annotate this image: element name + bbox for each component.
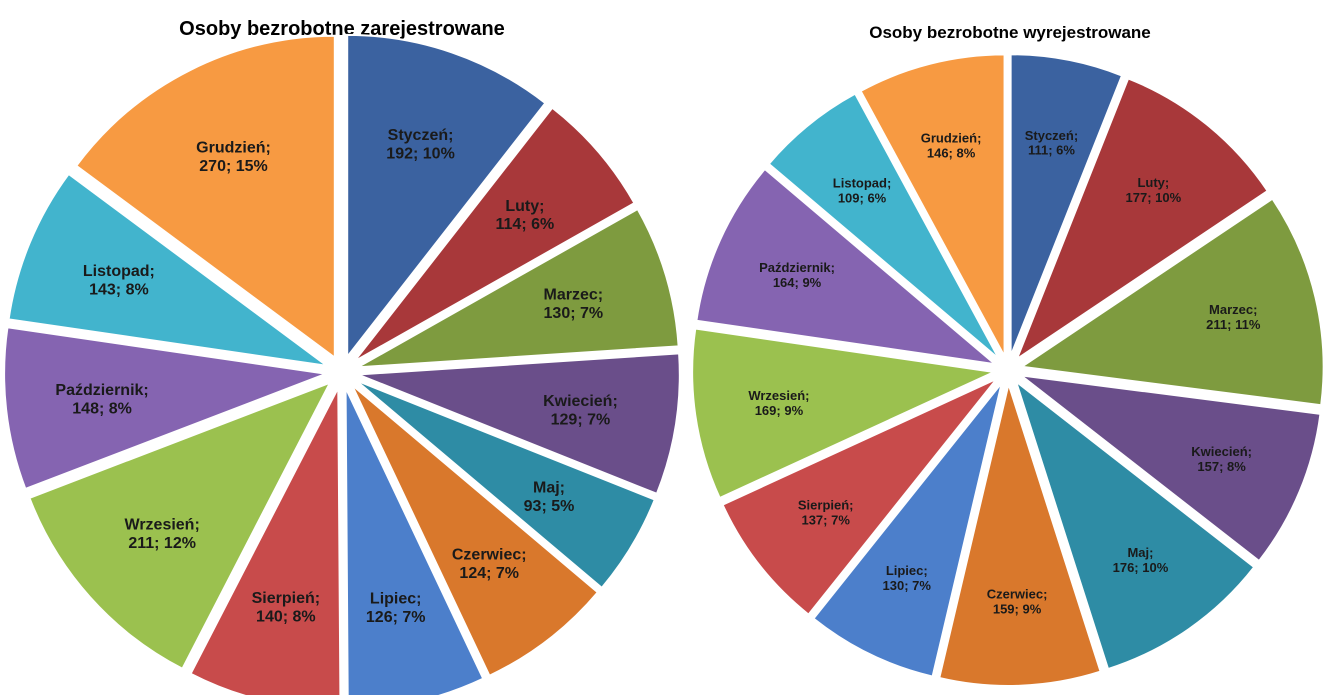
- pie-slice-sierpień: [721, 377, 998, 617]
- pie-slice-grudzień: [74, 34, 336, 360]
- pie-slice-czerwiec: [350, 383, 600, 678]
- slice-label-czerwiec: Czerwiec; 159; 9%: [987, 586, 1048, 616]
- slice-label-grudzień: Grudzień; 270; 15%: [196, 140, 271, 175]
- pie-slice-maj: [355, 379, 657, 590]
- pie-slice-czerwiec: [938, 380, 1102, 687]
- slice-label-luty: Luty; 114; 6%: [496, 198, 555, 233]
- pie-slice-lipiec: [344, 387, 485, 695]
- slice-label-grudzień: Grudzień; 146; 8%: [921, 131, 982, 161]
- pie-slice-listopad: [7, 172, 328, 367]
- slice-label-wrzesień: Wrzesień; 169; 9%: [748, 388, 809, 418]
- pie-slice-wrzesień: [28, 380, 333, 671]
- pie-chart-deregistered: Styczeń; 111; 6% Luty; 177; 10% Marzec; 211; …: [691, 53, 1325, 687]
- pie-slice-styczeń: [346, 33, 547, 360]
- chart-title-deregistered: Osoby bezrobotne wyrejestrowane: [869, 23, 1151, 42]
- slice-label-styczeń: Styczeń; 192; 10%: [386, 127, 455, 162]
- slice-label-styczeń: Styczeń; 111; 6%: [1025, 128, 1078, 158]
- slice-label-lipiec: Lipiec; 126; 7%: [366, 591, 426, 626]
- slice-label-kwiecień: Kwiecień; 129; 7%: [543, 393, 618, 428]
- pie-slice-marzec: [356, 207, 680, 369]
- pie-slice-lipiec: [812, 381, 1003, 678]
- slice-label-czerwiec: Czerwiec; 124; 7%: [452, 547, 527, 582]
- slice-label-listopad: Listopad; 109; 6%: [833, 175, 892, 205]
- slice-label-maj: Maj; 93; 5%: [524, 480, 575, 515]
- pie-chart-registered: Styczeń; 192; 10% Luty; 114; 6% Marzec; 130; …: [3, 33, 681, 695]
- pie-slice-luty: [353, 106, 636, 363]
- slice-label-kwiecień: Kwiecień; 157; 8%: [1191, 444, 1252, 474]
- pie-slice-maj: [1014, 378, 1256, 671]
- pie-slice-październik: [3, 326, 331, 491]
- pie-slice-marzec: [1018, 197, 1325, 407]
- pie-slice-kwiecień: [357, 352, 681, 496]
- slice-label-sierpień: Sierpień; 137; 7%: [798, 498, 854, 528]
- pie-slice-sierpień: [189, 387, 342, 695]
- pie-slice-kwiecień: [1017, 373, 1322, 563]
- pie-slice-grudzień: [859, 53, 1006, 357]
- slice-label-październik: Październik; 164; 9%: [759, 260, 835, 290]
- chart-title-registered: Osoby bezrobotne zarejestrowane: [179, 18, 505, 40]
- slice-label-marzec: Marzec; 130; 7%: [544, 286, 604, 321]
- slice-label-listopad: Listopad; 143; 8%: [83, 263, 155, 298]
- slice-label-wrzesień: Wrzesień; 211; 12%: [125, 516, 200, 551]
- slice-label-sierpień: Sierpień; 140; 8%: [252, 590, 320, 625]
- pie-slice-październik: [695, 167, 999, 366]
- pie-slice-listopad: [767, 92, 1001, 360]
- slice-label-marzec: Marzec; 211; 11%: [1206, 302, 1261, 332]
- pie-slice-wrzesień: [691, 327, 998, 500]
- slice-label-październik: Październik; 148; 8%: [55, 382, 148, 417]
- slice-label-lipiec: Lipiec; 130; 7%: [883, 563, 932, 593]
- slice-label-maj: Maj; 176; 10%: [1113, 545, 1169, 575]
- pie-slice-styczeń: [1009, 53, 1124, 357]
- slice-label-luty: Luty; 177; 10%: [1126, 175, 1182, 205]
- pie-slice-luty: [1014, 77, 1270, 362]
